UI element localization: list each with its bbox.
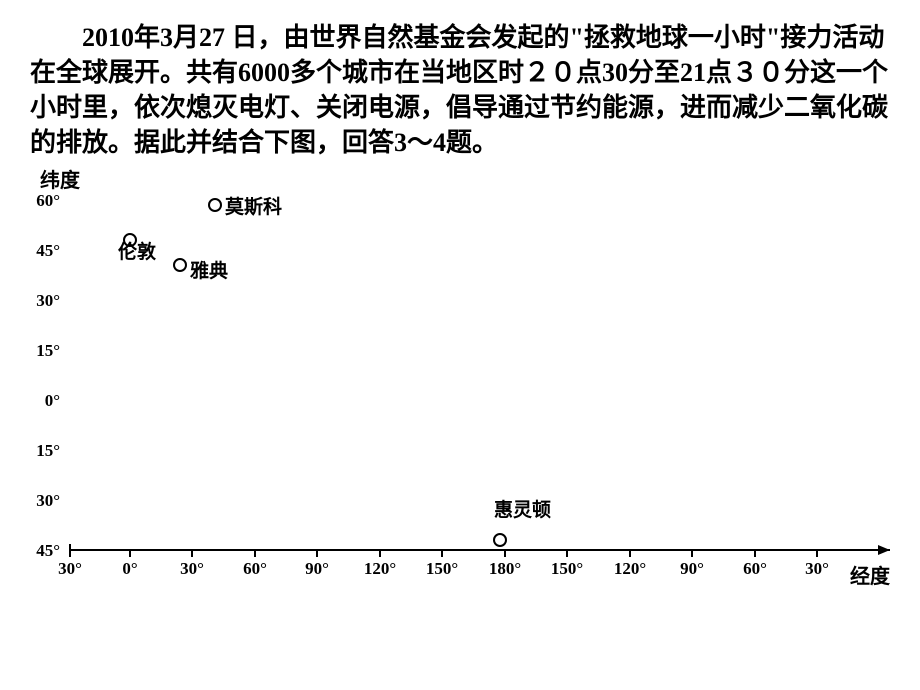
svg-text:90°: 90° <box>305 559 329 578</box>
svg-text:30°: 30° <box>180 559 204 578</box>
svg-text:30°: 30° <box>58 559 82 578</box>
passage-text: 2010年3月27 日，由世界自然基金会发起的"拯救地球一小时"接力活动在全球展… <box>0 0 920 170</box>
svg-text:雅典: 雅典 <box>190 259 228 282</box>
city-marker <box>494 534 506 546</box>
svg-text:150°: 150° <box>426 559 458 578</box>
svg-text:30°: 30° <box>36 491 60 510</box>
svg-text:90°: 90° <box>680 559 704 578</box>
y-axis-title: 纬度 <box>40 164 80 193</box>
svg-text:150°: 150° <box>551 559 583 578</box>
svg-text:15°: 15° <box>36 341 60 360</box>
scatter-chart: 30° 0° 30° 60° 90° 120° 150° 180° 150° 120° 90° 60°… <box>10 170 910 610</box>
svg-text:60°: 60° <box>743 559 767 578</box>
svg-text:15°: 15° <box>36 441 60 460</box>
svg-text:莫斯科: 莫斯科 <box>225 195 282 218</box>
svg-text:60°: 60° <box>36 191 60 210</box>
svg-text:60°: 60° <box>243 559 267 578</box>
svg-text:伦敦: 伦敦 <box>118 240 157 263</box>
city-marker <box>209 199 221 211</box>
city-marker <box>174 259 186 271</box>
svg-text:30°: 30° <box>36 291 60 310</box>
chart-canvas: 30° 0° 30° 60° 90° 120° 150° 180° 150° 120° 90° 60°… <box>10 170 910 590</box>
svg-text:惠灵顿: 惠灵顿 <box>494 498 551 521</box>
svg-text:0°: 0° <box>122 559 137 578</box>
svg-text:0°: 0° <box>45 391 60 410</box>
svg-text:180°: 180° <box>489 559 521 578</box>
svg-text:45°: 45° <box>36 241 60 260</box>
svg-text:30°: 30° <box>805 559 829 578</box>
x-axis-title: 经度 <box>850 560 890 589</box>
svg-text:120°: 120° <box>364 559 396 578</box>
svg-text:45°: 45° <box>36 541 60 560</box>
svg-text:120°: 120° <box>614 559 646 578</box>
